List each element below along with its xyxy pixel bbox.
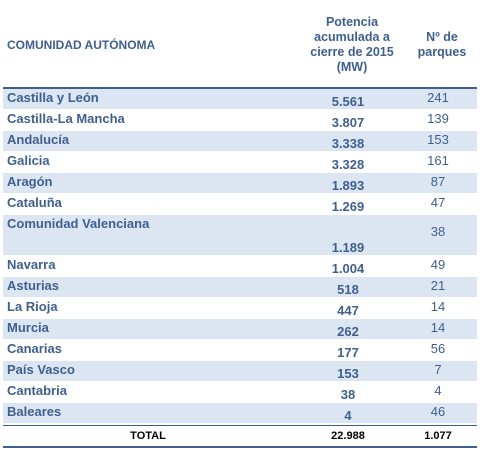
parks-value: 4	[434, 383, 442, 398]
table-row: País Vasco 153 7	[3, 361, 477, 382]
region-name: Murcia	[7, 320, 49, 335]
region-name: La Rioja	[7, 299, 58, 314]
region-name: Navarra	[7, 257, 56, 272]
region-name: País Vasco	[7, 362, 75, 377]
table-row: Murcia 262 14	[3, 319, 477, 340]
region-name: Aragón	[7, 174, 53, 189]
power-value: 447	[337, 303, 359, 318]
header-divider	[3, 87, 477, 89]
region-name: Galicia	[7, 153, 50, 168]
power-value: 38	[340, 387, 356, 402]
parks-value: 161	[427, 153, 449, 168]
parks-value: 14	[430, 320, 446, 335]
region-name: Asturias	[7, 278, 60, 293]
region-name: Baleares	[7, 404, 62, 419]
total-power: 22.988	[331, 430, 365, 442]
parks-value: 49	[430, 257, 446, 272]
power-value: 5.561	[331, 94, 365, 109]
region-name: Castilla-La Mancha	[7, 111, 125, 126]
wind-parks-table: COMUNIDAD AUTÓNOMA Potencia acumulada a …	[3, 3, 477, 448]
table-row: Comunidad Valenciana 1.189 38	[3, 215, 477, 256]
total-divider	[3, 425, 477, 426]
table-row: Castilla y León 5.561 241	[3, 89, 477, 110]
power-value: 1.269	[331, 199, 365, 214]
region-name: Castilla y León	[7, 90, 99, 105]
parks-value: 87	[430, 174, 446, 189]
region-name: Andalucía	[7, 132, 70, 147]
parks-value: 7	[434, 362, 442, 377]
parks-value: 38	[430, 224, 446, 239]
parks-value: 153	[427, 132, 449, 147]
table-row: Galicia 3.328 161	[3, 152, 477, 173]
power-value: 177	[337, 345, 359, 360]
power-value: 3.338	[331, 136, 365, 151]
power-value: 262	[337, 324, 359, 339]
region-name: Cantabria	[7, 383, 67, 398]
power-value: 153	[337, 366, 359, 381]
parks-value: 21	[430, 278, 446, 293]
power-value: 3.807	[331, 115, 365, 130]
table-row: Navarra 1.004 49	[3, 256, 477, 277]
region-name: Cataluña	[7, 195, 62, 210]
parks-value: 56	[430, 341, 446, 356]
total-parks: 1.077	[424, 430, 452, 442]
table-row: Cantabria 38 4	[3, 382, 477, 403]
parks-value: 14	[430, 299, 446, 314]
power-value: 518	[337, 282, 359, 297]
parks-value: 139	[427, 111, 449, 126]
table-row: Baleares 4 46	[3, 403, 477, 424]
table-row: Canarias 177 56	[3, 340, 477, 361]
parks-value: 241	[427, 90, 449, 105]
region-name: Comunidad Valenciana	[7, 216, 150, 231]
power-value: 1.189	[331, 240, 365, 255]
parks-value: 47	[430, 195, 446, 210]
power-value: 1.004	[331, 261, 365, 276]
table-row: Andalucía 3.338 153	[3, 131, 477, 152]
power-value: 3.328	[331, 157, 365, 172]
region-name: Canarias	[7, 341, 62, 356]
parks-value: 46	[430, 404, 446, 419]
header-power: Potencia acumulada a cierre de 2015 (MW)	[310, 15, 394, 74]
table-header: COMUNIDAD AUTÓNOMA Potencia acumulada a …	[3, 3, 477, 87]
total-label: TOTAL	[130, 430, 166, 442]
bottom-divider	[3, 446, 477, 448]
header-region: COMUNIDAD AUTÓNOMA	[7, 38, 156, 52]
table-row: Asturias 518 21	[3, 277, 477, 298]
table-row: Castilla-La Mancha 3.807 139	[3, 110, 477, 131]
total-row: TOTAL 22.988 1.077	[3, 426, 477, 446]
table-row: La Rioja 447 14	[3, 298, 477, 319]
header-parks: Nº de parques	[417, 30, 467, 59]
table-row: Aragón 1.893 87	[3, 173, 477, 194]
power-value: 1.893	[331, 178, 365, 193]
power-value: 4	[344, 408, 352, 423]
table-row: Cataluña 1.269 47	[3, 194, 477, 215]
